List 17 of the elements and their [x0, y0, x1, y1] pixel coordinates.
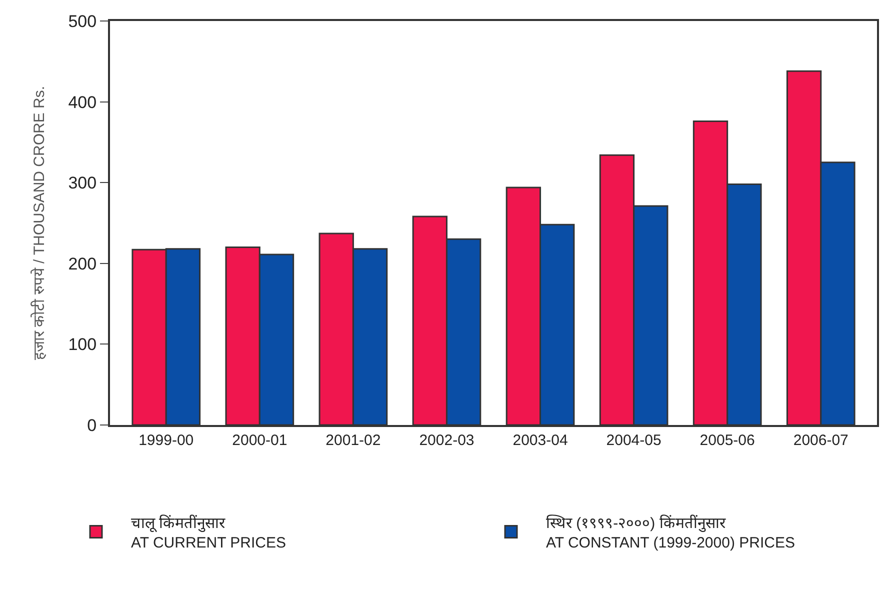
- x-tick-label: 2005-06: [700, 432, 755, 449]
- x-tick-label: 2000-01: [232, 432, 288, 449]
- x-tick-label: 2003-04: [512, 432, 568, 449]
- y-tick-label: 0: [87, 416, 97, 435]
- x-tick-label: 2004-05: [606, 432, 662, 449]
- y-tick-label: 300: [68, 174, 97, 193]
- legend-label: चालू किंमतींनुसार AT CURRENT PRICES: [131, 514, 286, 552]
- y-tick-label: 100: [68, 335, 97, 354]
- y-tick-label: 400: [68, 92, 97, 112]
- x-tick-label: 2006-07: [793, 432, 848, 449]
- y-tick-label: 500: [68, 12, 97, 31]
- x-tick-label: 1999-00: [138, 432, 194, 449]
- legend-label: स्थिर (१९९९-२०००) किंमतींनुसार AT CONSTANT (1999-2000) PRICES: [546, 514, 795, 552]
- y-axis-title: हजार कोटी रुपये / THOUSAND CRORE Rs.: [30, 86, 48, 360]
- x-tick-label: 2002-03: [419, 432, 474, 449]
- y-tick-label: 200: [68, 254, 97, 274]
- x-tick-label: 2001-02: [326, 432, 381, 449]
